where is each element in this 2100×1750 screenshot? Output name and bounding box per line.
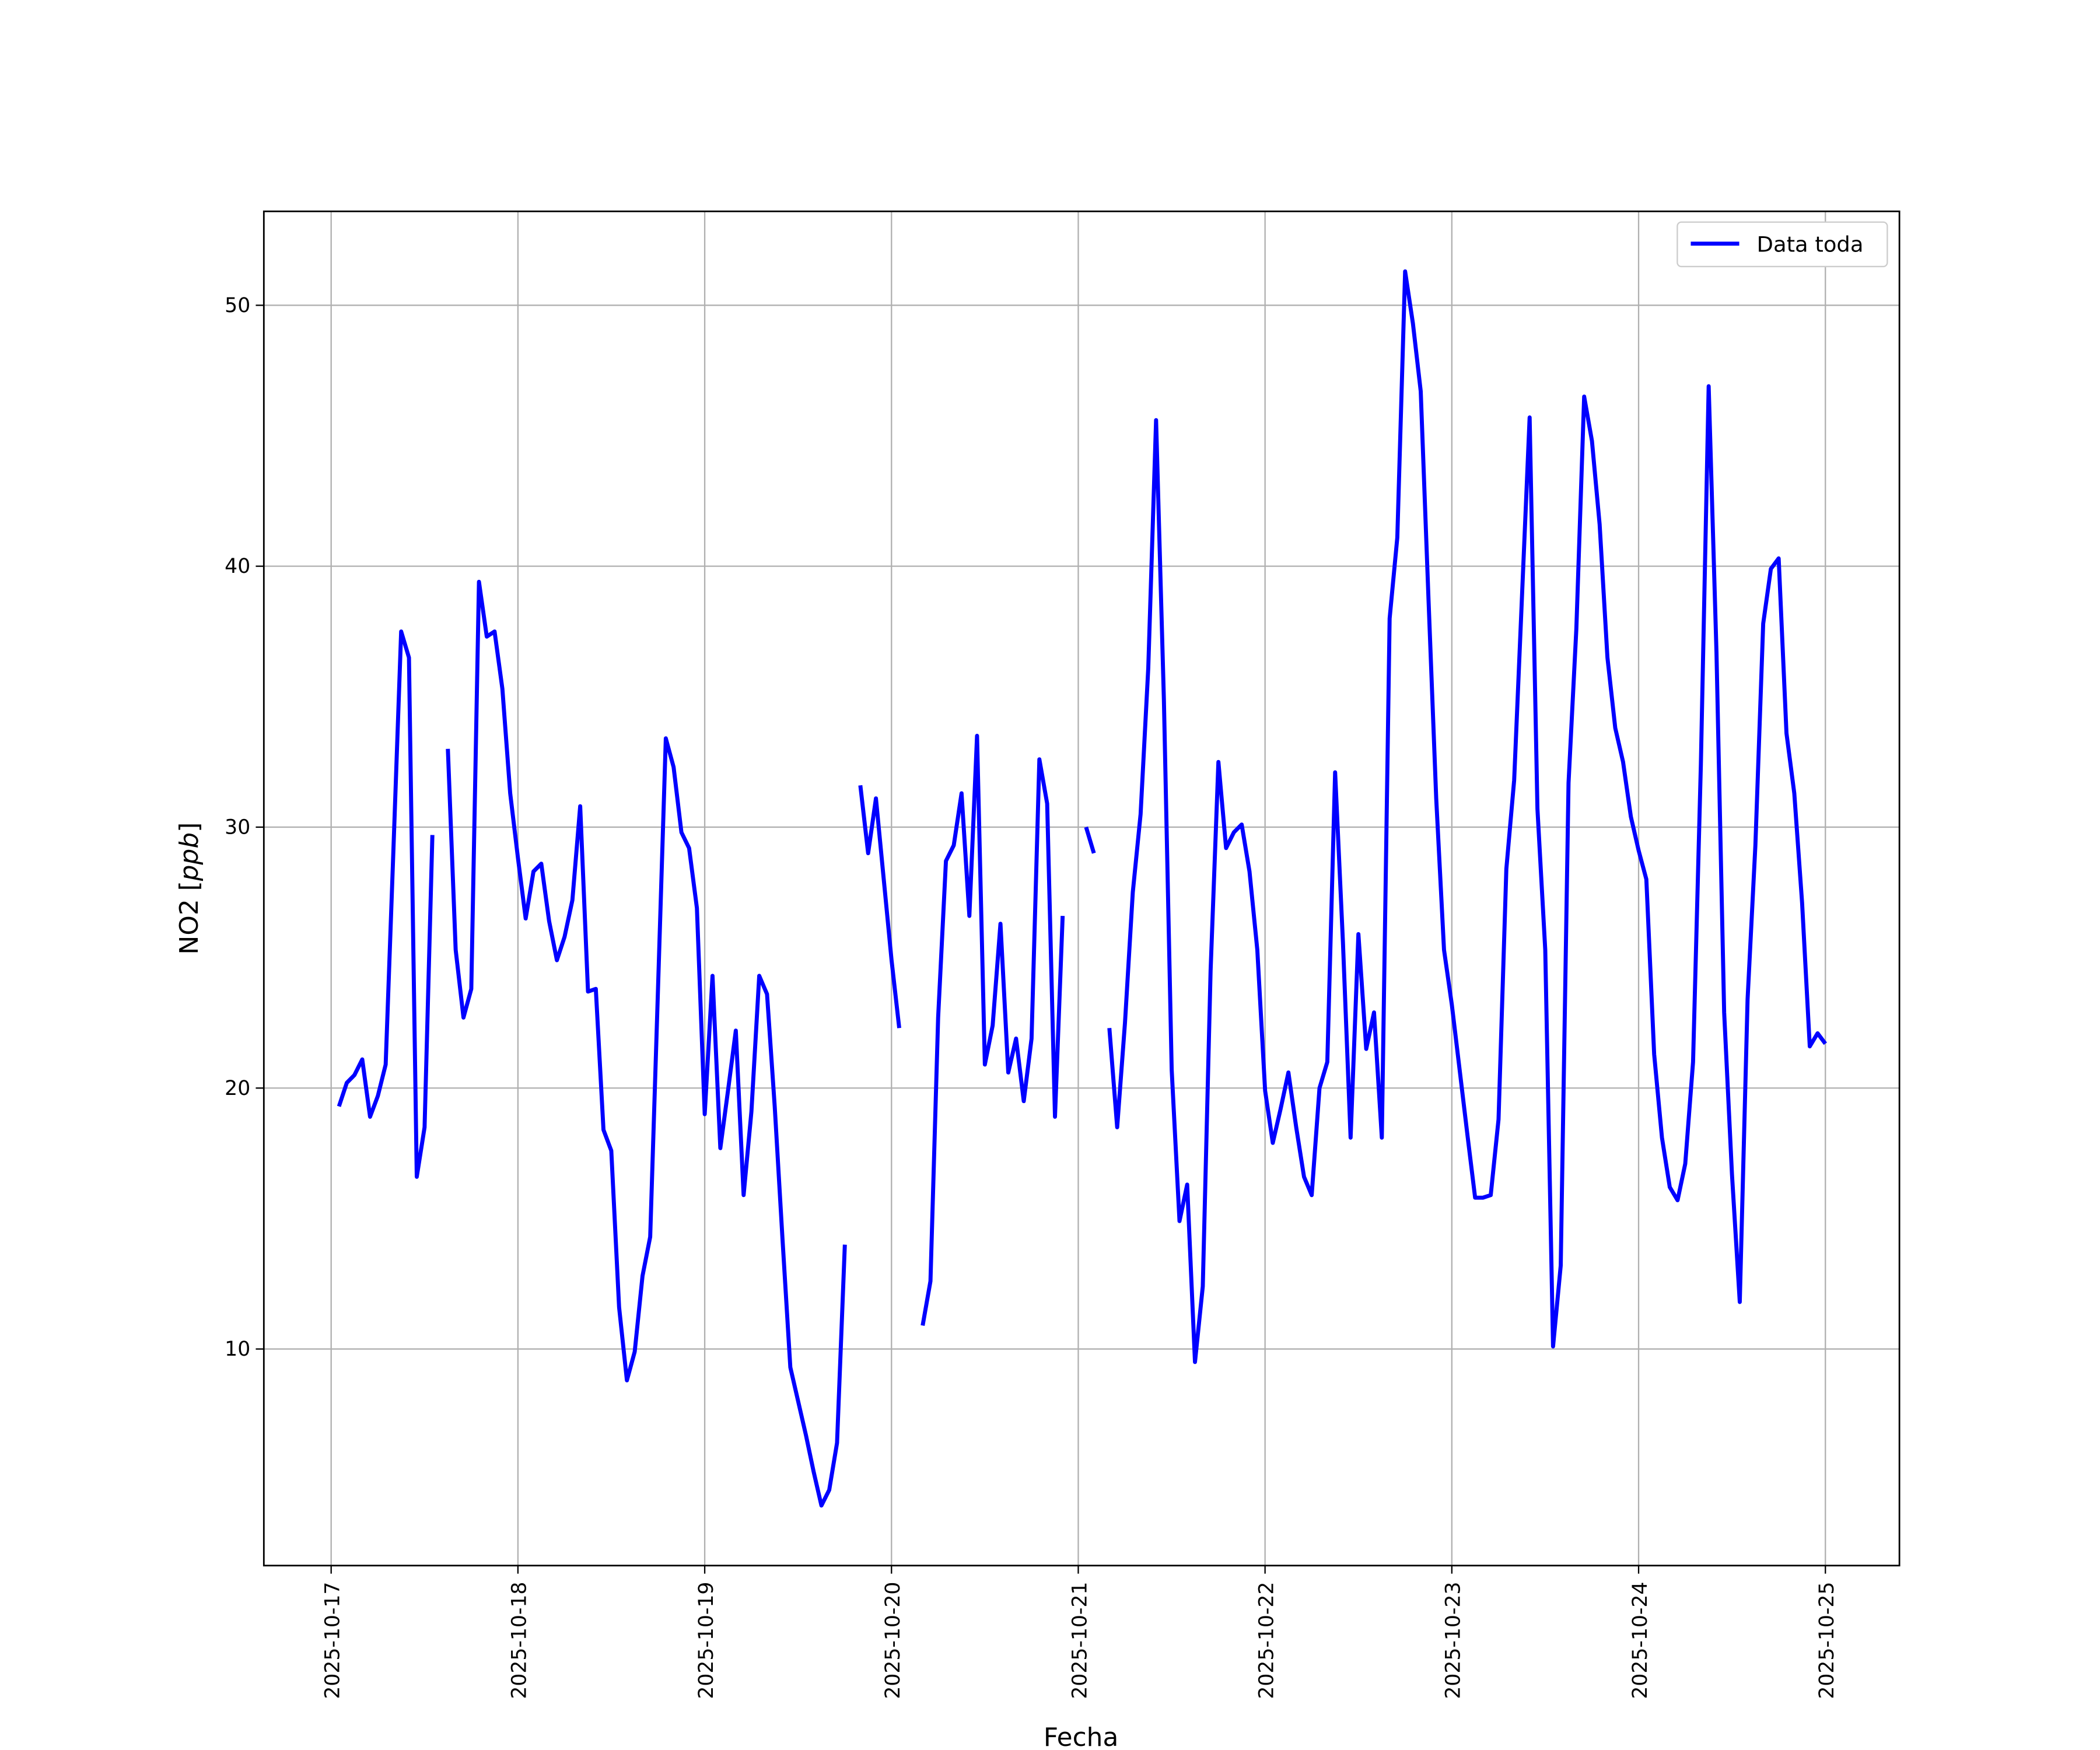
- grid-lines: [264, 211, 1900, 1566]
- x-tick-label: 2025-10-25: [1815, 1582, 1839, 1699]
- y-tick-label: 50: [225, 294, 250, 317]
- legend-box: [1676, 221, 1888, 268]
- x-tick-label: 2025-10-20: [881, 1582, 905, 1699]
- series-line-segment: [1084, 826, 1096, 854]
- y-tick-label: 20: [225, 1077, 250, 1100]
- y-tick-label: 40: [225, 555, 250, 578]
- x-axis: 2025-10-17 2025-10-18 2025-10-19 2025-10-20…: [321, 1565, 1839, 1699]
- series-lines: [337, 269, 1827, 1508]
- x-tick-label: 2025-10-17: [321, 1582, 345, 1699]
- series-line-segment: [1107, 269, 1827, 1364]
- legend-entry-label: Data toda: [1757, 232, 1864, 257]
- series-line-segment: [858, 785, 901, 1028]
- x-tick-label: 2025-10-21: [1068, 1582, 1091, 1699]
- y-axis-label: NO2 [ppb]: [174, 822, 204, 955]
- y-tick-label: 10: [225, 1338, 250, 1361]
- x-tick-label: 2025-10-23: [1442, 1582, 1465, 1699]
- series-line-segment: [446, 579, 847, 1508]
- x-tick-label: 2025-10-18: [508, 1582, 531, 1699]
- axes-frame: [262, 210, 1901, 1567]
- y-tick-label: 30: [225, 816, 250, 839]
- series-line-segment: [337, 629, 435, 1179]
- x-tick-label: 2025-10-19: [695, 1582, 718, 1699]
- series-line-segment: [921, 733, 1065, 1326]
- x-axis-label: Fecha: [1044, 1723, 1119, 1750]
- x-tick-label: 2025-10-24: [1629, 1582, 1652, 1699]
- x-tick-label: 2025-10-22: [1255, 1582, 1279, 1699]
- y-axis: 10 20 30 40 50: [225, 294, 264, 1361]
- legend: Data toda: [1676, 221, 1888, 268]
